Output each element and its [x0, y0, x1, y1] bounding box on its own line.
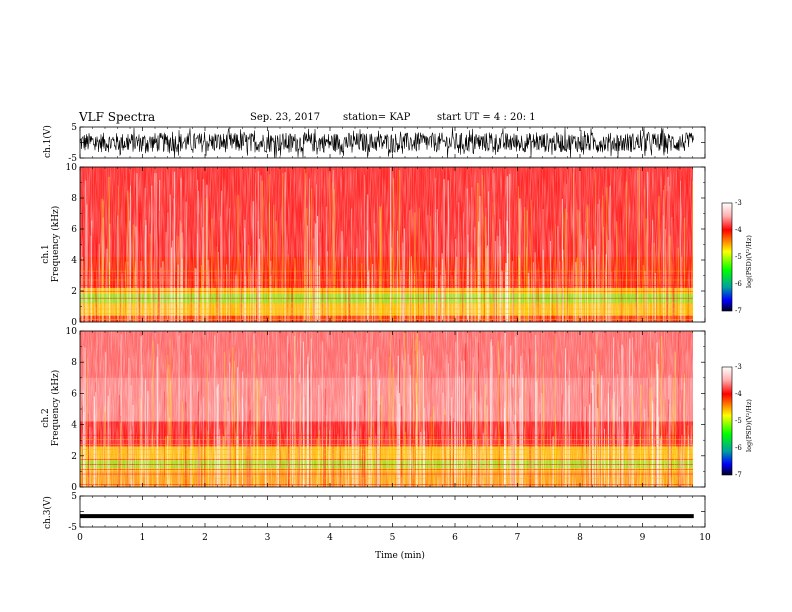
header-station: station= KAP — [343, 112, 411, 123]
ch2-spectrogram-panel: 0 2 4 6 8 10 — [66, 327, 706, 493]
colorbar-label: log(PSD)(V²/Hz) — [745, 399, 753, 452]
x-tick-label: 10 — [699, 533, 711, 543]
y-tick-label: 5 — [71, 492, 77, 502]
spectrogram-grain — [80, 331, 693, 487]
colorbar-tick: -3 — [735, 199, 742, 207]
colorbar-ch2: -3 -4 -5 -6 -7 log(PSD)(V²/Hz) — [721, 363, 753, 479]
y-tick-label: 0 — [71, 483, 77, 493]
x-tick-label: 2 — [202, 533, 208, 543]
ylabel-ch1-freq-unit: Frequency (kHz) — [50, 206, 61, 283]
chart-title: VLF Spectra — [79, 110, 156, 124]
y-tick-label: 6 — [71, 225, 77, 235]
x-tick-label: 7 — [515, 533, 521, 543]
ylabel-ch3-wave: ch.3(V) — [42, 496, 53, 529]
y-tick-label: 8 — [71, 358, 77, 368]
x-tick-label: 4 — [327, 533, 333, 543]
x-tick-label: 9 — [640, 533, 646, 543]
ylabel-ch2-freq: ch.2 — [41, 408, 51, 427]
y-tick-label: 4 — [71, 421, 77, 431]
y-tick-label: 2 — [71, 287, 77, 297]
y-tick-label: 4 — [71, 256, 77, 266]
colorbar-ch1: -3 -4 -5 -6 -7 log(PSD)(V²/Hz) — [721, 199, 753, 315]
spectrogram-streak — [693, 174, 694, 322]
header-date: Sep. 23, 2017 — [250, 112, 321, 123]
waveform-line — [79, 127, 694, 158]
x-tick-label: 6 — [452, 533, 458, 543]
ch1-spectrogram-panel: 0 2 4 6 8 10 — [66, 163, 706, 328]
colorbar-tick: -3 — [735, 363, 742, 371]
x-tick-label: 0 — [77, 533, 83, 543]
panel-frame — [79, 495, 706, 528]
x-tick-label: 5 — [390, 533, 396, 543]
colorbar-tick: -6 — [735, 280, 742, 288]
header-start-time: start UT = 4 : 20: 1 — [437, 112, 536, 123]
x-tick-label: 1 — [140, 533, 146, 543]
colorbar-label: log(PSD)(V²/Hz) — [745, 235, 753, 288]
colorbar-tick: -6 — [735, 444, 742, 452]
y-tick-label: 6 — [71, 389, 77, 399]
ylabel-ch2-freq-unit: Frequency (kHz) — [50, 370, 61, 447]
colorbar-tick: -5 — [735, 253, 742, 261]
xlabel-time: Time (min) — [375, 550, 425, 561]
y-tick-label: 10 — [66, 163, 78, 173]
ch3-waveform-panel: 5 -50 1 2 3 4 5 6 7 8 9 10 — [68, 492, 711, 543]
colorbar-tick: -5 — [735, 417, 742, 425]
y-tick-label: 0 — [71, 318, 77, 328]
ch1-waveform-panel: 5 -5 — [68, 123, 706, 164]
ylabel-ch1-wave: ch.1(V) — [42, 125, 53, 158]
colorbar-tick: -4 — [735, 390, 742, 398]
x-tick-label: 8 — [577, 533, 583, 543]
y-tick-label: 5 — [71, 123, 77, 133]
y-tick-label: 10 — [66, 327, 78, 337]
colorbar-tick: -4 — [735, 226, 742, 234]
colorbar-tick: -7 — [735, 471, 742, 479]
colorbar-tick: -7 — [735, 307, 742, 315]
spectrogram-grain — [80, 167, 693, 322]
x-tick-label: 3 — [265, 533, 271, 543]
y-tick-label: -5 — [68, 154, 77, 164]
y-tick-label: 8 — [71, 194, 77, 204]
ylabel-ch1-freq: ch.1 — [41, 244, 51, 263]
y-tick-label: -5 — [68, 523, 77, 533]
y-tick-label: 2 — [71, 452, 77, 462]
